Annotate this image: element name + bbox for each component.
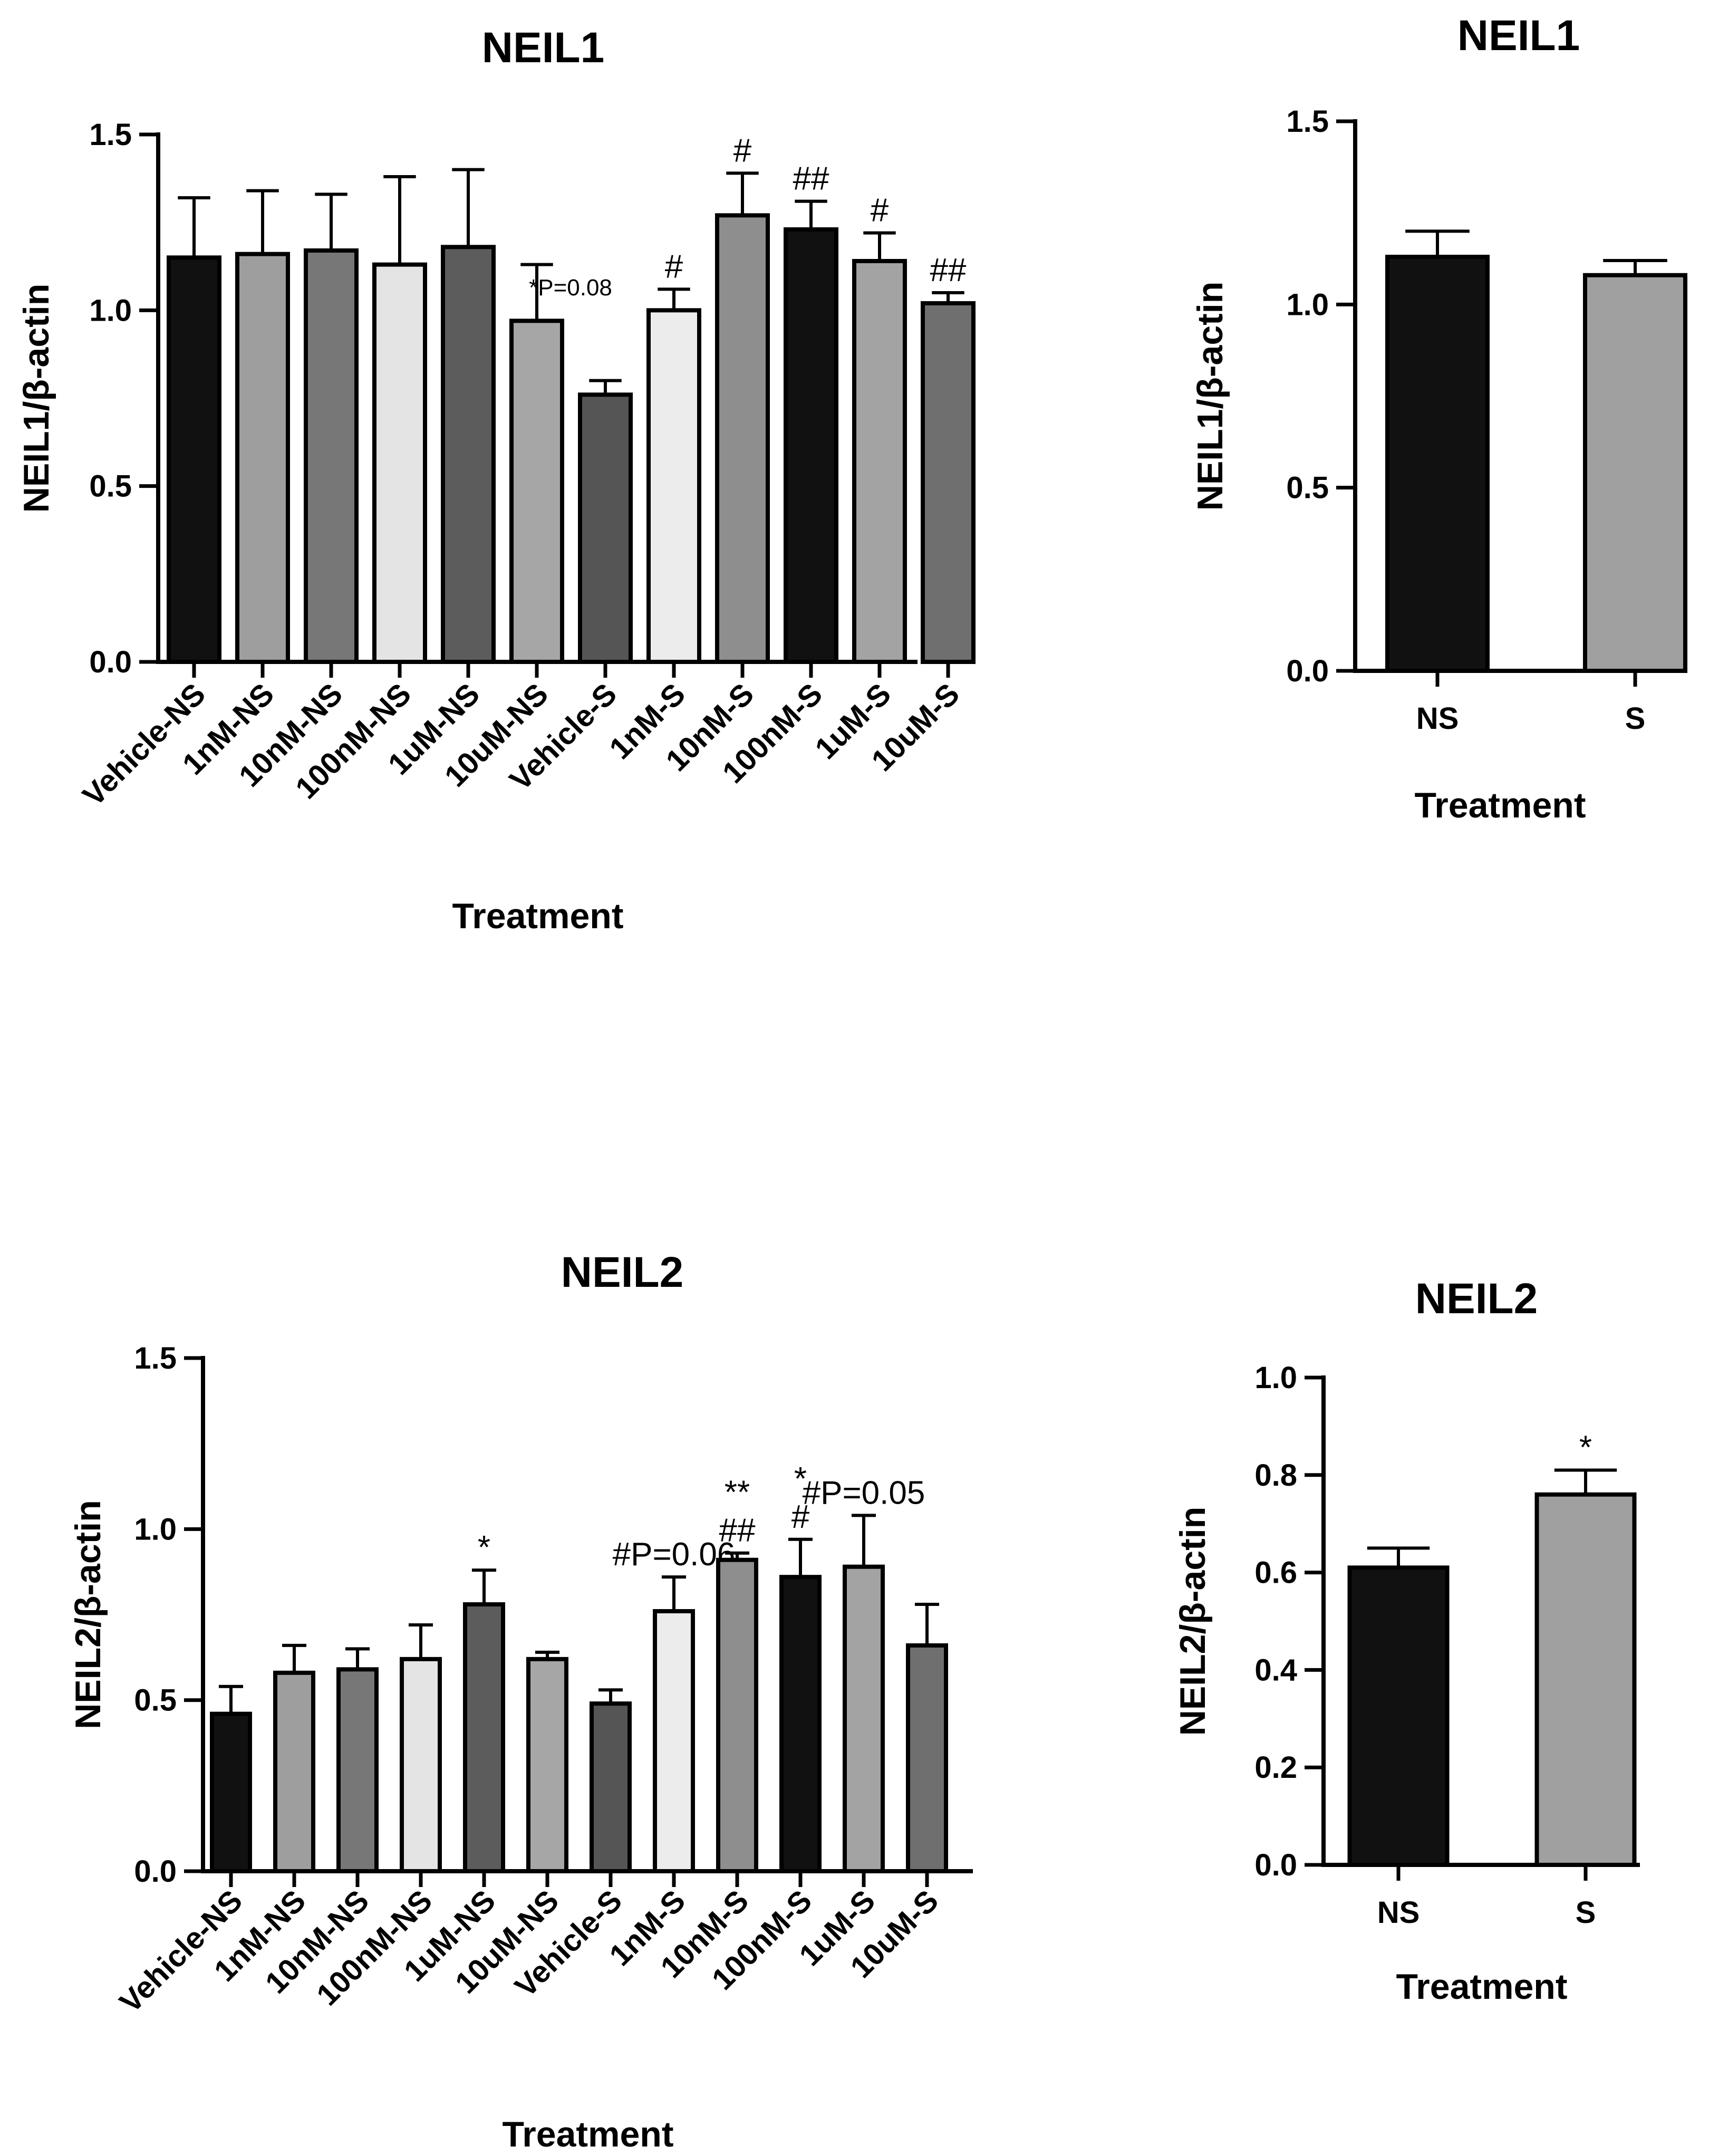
significance-label: # bbox=[871, 192, 889, 229]
y-axis-title: NEIL2/β-actin bbox=[1173, 1507, 1213, 1736]
bar bbox=[304, 248, 359, 664]
y-axis-title: NEIL2/β-actin bbox=[68, 1500, 108, 1729]
bar bbox=[921, 301, 976, 664]
x-tick-label: S bbox=[1625, 701, 1646, 736]
x-axis-title: Treatment bbox=[503, 2114, 674, 2154]
chart-neil2-summary: NEIL2 0.0 0.2 0.4 0.6 0.8 1.0 NS S * Treatment NEIL… bbox=[1173, 1275, 1640, 2007]
bar bbox=[441, 245, 496, 665]
y-tick-label: 0.0 bbox=[1254, 1848, 1297, 1882]
bar bbox=[906, 1643, 948, 1873]
x-tick-label: S bbox=[1576, 1895, 1596, 1930]
y-tick-label: 0.0 bbox=[134, 1854, 177, 1889]
bar bbox=[1385, 255, 1490, 673]
y-tick-label: 1.5 bbox=[89, 118, 132, 152]
chart-neil2-treatments: NEIL20.00.51.01.5Vehicle-NS1nM-NS10nM-NS… bbox=[68, 1248, 973, 2154]
significance-line: * bbox=[794, 1461, 807, 1497]
bar bbox=[1583, 273, 1687, 673]
bar bbox=[578, 392, 633, 664]
significance-label: ## bbox=[793, 161, 829, 197]
chart-neil1-treatments: NEIL10.00.51.01.5Vehicle-NS1nM-NS10nM-NS… bbox=[16, 24, 976, 936]
chart-title: NEIL1 bbox=[482, 24, 604, 72]
significance-line: ## bbox=[719, 1513, 756, 1549]
significance-line: # bbox=[791, 1499, 810, 1535]
y-tick-label: 0.5 bbox=[134, 1683, 177, 1718]
significance-label: ** ## bbox=[719, 1475, 756, 1549]
bar bbox=[167, 255, 221, 665]
y-tick-label: 1.0 bbox=[89, 293, 132, 328]
bar bbox=[590, 1701, 632, 1873]
chart-title: NEIL2 bbox=[561, 1248, 683, 1296]
chart-title: NEIL1 bbox=[1457, 12, 1580, 60]
significance-label: * bbox=[478, 1529, 490, 1566]
bar bbox=[509, 319, 564, 664]
bar bbox=[715, 213, 770, 665]
x-axis-title: Treatment bbox=[1396, 1967, 1568, 2007]
bar bbox=[372, 262, 427, 664]
bar bbox=[526, 1657, 568, 1873]
bar bbox=[779, 1575, 822, 1874]
y-axis-title: NEIL1/β-actin bbox=[16, 284, 56, 513]
bar bbox=[336, 1667, 379, 1873]
bar bbox=[716, 1557, 758, 1874]
significance-label: # bbox=[733, 132, 752, 169]
significance-label: #P=0.05 bbox=[803, 1475, 925, 1511]
y-tick-label: 1.0 bbox=[1254, 1361, 1297, 1395]
bar bbox=[653, 1609, 695, 1874]
bar bbox=[646, 308, 701, 664]
y-tick-label: 0.0 bbox=[89, 645, 132, 679]
y-tick-label: 1.5 bbox=[134, 1341, 177, 1375]
x-axis-title: Treatment bbox=[1415, 785, 1586, 825]
x-tick-label: NS bbox=[1377, 1895, 1420, 1930]
bar bbox=[843, 1564, 885, 1874]
y-tick-label: 0.2 bbox=[1254, 1750, 1297, 1785]
significance-note: *P=0.08 bbox=[529, 275, 612, 301]
y-tick-label: 1.0 bbox=[134, 1512, 177, 1546]
significance-label: ## bbox=[930, 252, 967, 288]
y-tick-label: 0.5 bbox=[1286, 471, 1329, 505]
significance-label: * bbox=[1579, 1430, 1592, 1466]
x-axis-title: Treatment bbox=[452, 896, 624, 936]
y-tick-label: 1.0 bbox=[1286, 287, 1329, 322]
y-tick-label: 0.4 bbox=[1254, 1653, 1297, 1687]
bar bbox=[852, 259, 907, 664]
significance-line: ** bbox=[725, 1475, 750, 1511]
y-tick-label: 0.8 bbox=[1254, 1458, 1297, 1493]
bar bbox=[1534, 1492, 1637, 1867]
y-tick-label: 1.5 bbox=[1286, 104, 1329, 139]
chart-neil1-summary: NEIL1 0.0 0.5 1.0 1.5 NS S Treatment NEIL1/β-act… bbox=[1190, 12, 1687, 825]
x-tick-label: NS bbox=[1416, 701, 1459, 736]
significance-label: #P=0.06 bbox=[613, 1536, 736, 1573]
bar bbox=[273, 1670, 315, 1874]
y-axis-title: NEIL1/β-actin bbox=[1190, 282, 1230, 511]
bar bbox=[400, 1657, 442, 1873]
bar bbox=[784, 227, 838, 664]
y-tick-label: 0.6 bbox=[1254, 1556, 1297, 1590]
y-tick-label: 0.5 bbox=[89, 469, 132, 504]
bar bbox=[1347, 1565, 1450, 1868]
significance-label: # bbox=[665, 248, 683, 285]
significance-label: * # bbox=[791, 1461, 810, 1535]
chart-title: NEIL2 bbox=[1415, 1275, 1538, 1323]
bar bbox=[235, 252, 290, 664]
bar bbox=[210, 1711, 252, 1873]
y-tick-label: 0.0 bbox=[1286, 654, 1329, 688]
bar bbox=[463, 1602, 505, 1874]
